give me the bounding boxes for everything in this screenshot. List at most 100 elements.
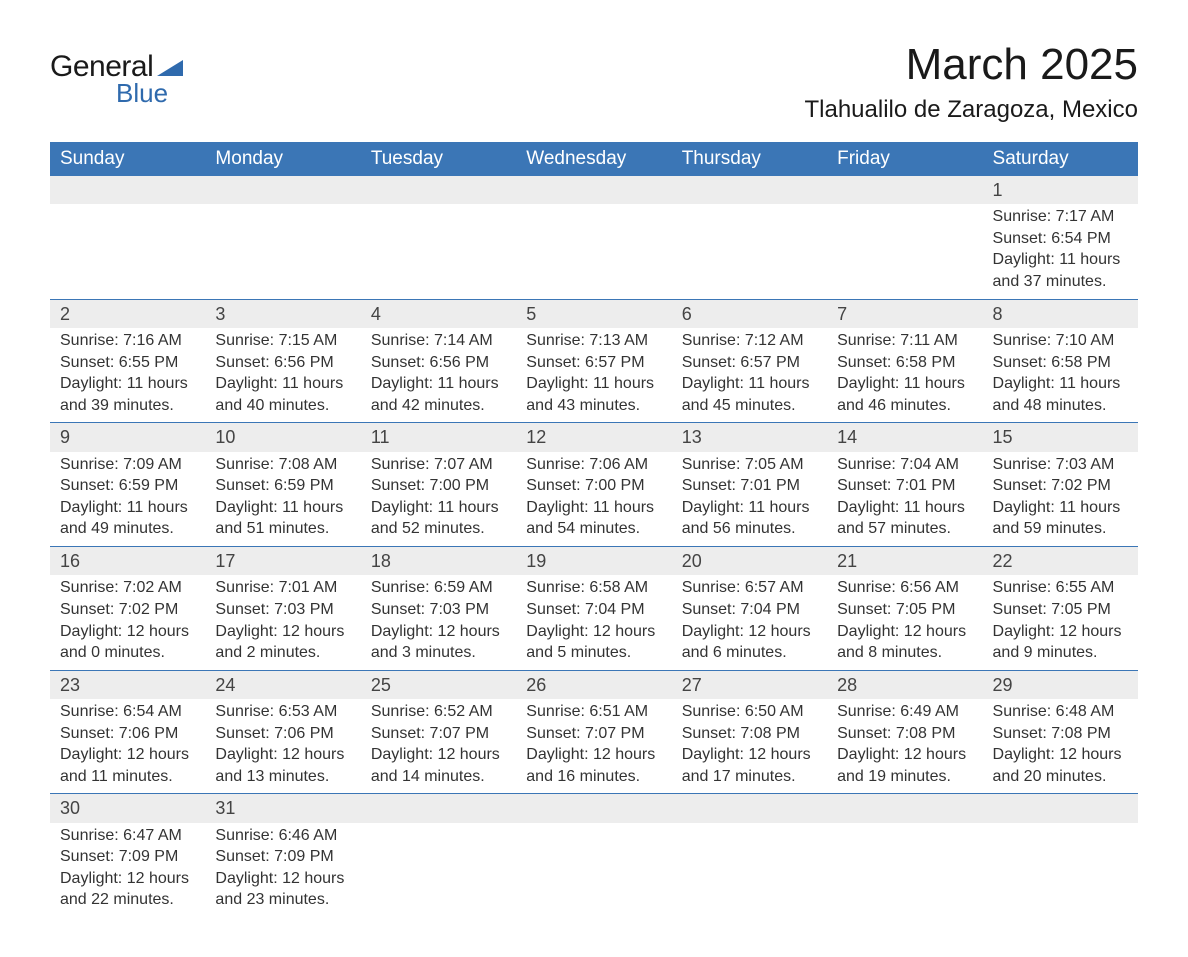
day-body-cell: Sunrise: 7:13 AMSunset: 6:57 PMDaylight:… — [516, 328, 671, 423]
day-sunrise: Sunrise: 7:17 AM — [993, 206, 1128, 228]
day-body-cell: Sunrise: 6:52 AMSunset: 7:07 PMDaylight:… — [361, 699, 516, 794]
day-number-cell: 4 — [361, 299, 516, 328]
day-number-cell: 20 — [672, 547, 827, 576]
day-day2: and 5 minutes. — [526, 642, 661, 664]
day-day2: and 37 minutes. — [993, 271, 1128, 293]
day-day1: Daylight: 11 hours — [993, 249, 1128, 271]
day-day1: Daylight: 11 hours — [526, 373, 661, 395]
day-number: 1 — [983, 176, 1138, 204]
day-sunset: Sunset: 7:05 PM — [993, 599, 1128, 621]
day-number: 10 — [205, 423, 360, 451]
day-sunrise: Sunrise: 6:56 AM — [837, 577, 972, 599]
day-day1: Daylight: 11 hours — [993, 497, 1128, 519]
day-number: 8 — [983, 300, 1138, 328]
weekday-header: Friday — [827, 142, 982, 176]
day-sunset: Sunset: 6:57 PM — [526, 352, 661, 374]
day-body-cell — [50, 204, 205, 299]
day-number: 2 — [50, 300, 205, 328]
day-day2: and 20 minutes. — [993, 766, 1128, 788]
day-sunrise: Sunrise: 7:04 AM — [837, 454, 972, 476]
day-body-cell — [516, 823, 671, 917]
day-sunset: Sunset: 7:04 PM — [682, 599, 817, 621]
day-sunrise: Sunrise: 7:07 AM — [371, 454, 506, 476]
day-sunrise: Sunrise: 7:03 AM — [993, 454, 1128, 476]
day-sunset: Sunset: 7:07 PM — [526, 723, 661, 745]
day-sunrise: Sunrise: 7:14 AM — [371, 330, 506, 352]
calendar-week-bodies: Sunrise: 6:54 AMSunset: 7:06 PMDaylight:… — [50, 699, 1138, 794]
day-day2: and 43 minutes. — [526, 395, 661, 417]
day-day2: and 56 minutes. — [682, 518, 817, 540]
day-day2: and 2 minutes. — [215, 642, 350, 664]
calendar-week-daynums: 16171819202122 — [50, 547, 1138, 576]
day-number: 31 — [205, 794, 360, 822]
day-number-cell: 7 — [827, 299, 982, 328]
day-day2: and 46 minutes. — [837, 395, 972, 417]
weekday-header: Thursday — [672, 142, 827, 176]
day-details: Sunrise: 6:57 AMSunset: 7:04 PMDaylight:… — [672, 575, 827, 669]
day-sunrise: Sunrise: 7:02 AM — [60, 577, 195, 599]
location-subtitle: Tlahualilo de Zaragoza, Mexico — [804, 96, 1138, 124]
day-number: 26 — [516, 671, 671, 699]
day-details: Sunrise: 7:02 AMSunset: 7:02 PMDaylight:… — [50, 575, 205, 669]
day-body-cell — [672, 204, 827, 299]
day-body-cell: Sunrise: 7:08 AMSunset: 6:59 PMDaylight:… — [205, 452, 360, 547]
day-number: 17 — [205, 547, 360, 575]
day-details: Sunrise: 7:17 AMSunset: 6:54 PMDaylight:… — [983, 204, 1138, 298]
day-body-cell: Sunrise: 7:05 AMSunset: 7:01 PMDaylight:… — [672, 452, 827, 547]
day-details: Sunrise: 6:51 AMSunset: 7:07 PMDaylight:… — [516, 699, 671, 793]
day-details: Sunrise: 6:56 AMSunset: 7:05 PMDaylight:… — [827, 575, 982, 669]
day-sunrise: Sunrise: 6:59 AM — [371, 577, 506, 599]
day-number-cell: 13 — [672, 423, 827, 452]
day-day2: and 59 minutes. — [993, 518, 1128, 540]
day-body-cell: Sunrise: 6:50 AMSunset: 7:08 PMDaylight:… — [672, 699, 827, 794]
day-day2: and 57 minutes. — [837, 518, 972, 540]
day-body-cell: Sunrise: 7:14 AMSunset: 6:56 PMDaylight:… — [361, 328, 516, 423]
day-sunset: Sunset: 7:00 PM — [371, 475, 506, 497]
day-sunset: Sunset: 7:01 PM — [682, 475, 817, 497]
day-body-cell: Sunrise: 7:02 AMSunset: 7:02 PMDaylight:… — [50, 575, 205, 670]
day-day2: and 45 minutes. — [682, 395, 817, 417]
calendar-week-bodies: Sunrise: 7:02 AMSunset: 7:02 PM Daylight:… — [50, 575, 1138, 670]
day-day2: and 14 minutes. — [371, 766, 506, 788]
day-sunrise: Sunrise: 6:55 AM — [993, 577, 1128, 599]
day-number-cell: 27 — [672, 670, 827, 699]
day-sunset: Sunset: 7:02 PM — [60, 599, 195, 621]
day-number-cell: 3 — [205, 299, 360, 328]
day-sunrise: Sunrise: 6:54 AM — [60, 701, 195, 723]
day-body-cell: Sunrise: 7:15 AMSunset: 6:56 PMDaylight:… — [205, 328, 360, 423]
day-day1: Daylight: 12 hours — [837, 744, 972, 766]
day-number: 4 — [361, 300, 516, 328]
day-number-cell: 9 — [50, 423, 205, 452]
day-sunrise: Sunrise: 6:52 AM — [371, 701, 506, 723]
day-day1: Daylight: 11 hours — [371, 497, 506, 519]
day-number-cell: 15 — [983, 423, 1138, 452]
day-details: Sunrise: 6:59 AMSunset: 7:03 PMDaylight:… — [361, 575, 516, 669]
day-day1: Daylight: 12 hours — [215, 621, 350, 643]
day-details: Sunrise: 7:09 AMSunset: 6:59 PMDaylight:… — [50, 452, 205, 546]
logo: General Blue — [50, 50, 183, 109]
day-day2: and 22 minutes. — [60, 889, 195, 911]
weekday-header: Wednesday — [516, 142, 671, 176]
day-details: Sunrise: 6:50 AMSunset: 7:08 PMDaylight:… — [672, 699, 827, 793]
day-details: Sunrise: 6:48 AMSunset: 7:08 PMDaylight:… — [983, 699, 1138, 793]
calendar-week-daynums: 23242526272829 — [50, 670, 1138, 699]
day-details: Sunrise: 6:54 AMSunset: 7:06 PMDaylight:… — [50, 699, 205, 793]
day-number: 21 — [827, 547, 982, 575]
day-details: Sunrise: 7:04 AMSunset: 7:01 PMDaylight:… — [827, 452, 982, 546]
day-body-cell: Sunrise: 6:46 AMSunset: 7:09 PMDaylight:… — [205, 823, 360, 917]
day-day1: Daylight: 11 hours — [837, 497, 972, 519]
day-number: 14 — [827, 423, 982, 451]
day-number-cell — [827, 794, 982, 823]
day-sunset: Sunset: 6:57 PM — [682, 352, 817, 374]
day-number: 27 — [672, 671, 827, 699]
weekday-header: Monday — [205, 142, 360, 176]
day-details: Sunrise: 6:49 AMSunset: 7:08 PMDaylight:… — [827, 699, 982, 793]
day-day2: and 11 minutes. — [60, 766, 195, 788]
day-day1: Daylight: 11 hours — [215, 373, 350, 395]
day-body-cell: Sunrise: 7:11 AMSunset: 6:58 PMDaylight:… — [827, 328, 982, 423]
calendar-table: SundayMondayTuesdayWednesdayThursdayFrid… — [50, 142, 1138, 917]
calendar-week-bodies: Sunrise: 7:17 AMSunset: 6:54 PMDaylight:… — [50, 204, 1138, 299]
day-sunrise: Sunrise: 7:16 AM — [60, 330, 195, 352]
day-body-cell: Sunrise: 7:03 AMSunset: 7:02 PMDaylight:… — [983, 452, 1138, 547]
day-number: 9 — [50, 423, 205, 451]
